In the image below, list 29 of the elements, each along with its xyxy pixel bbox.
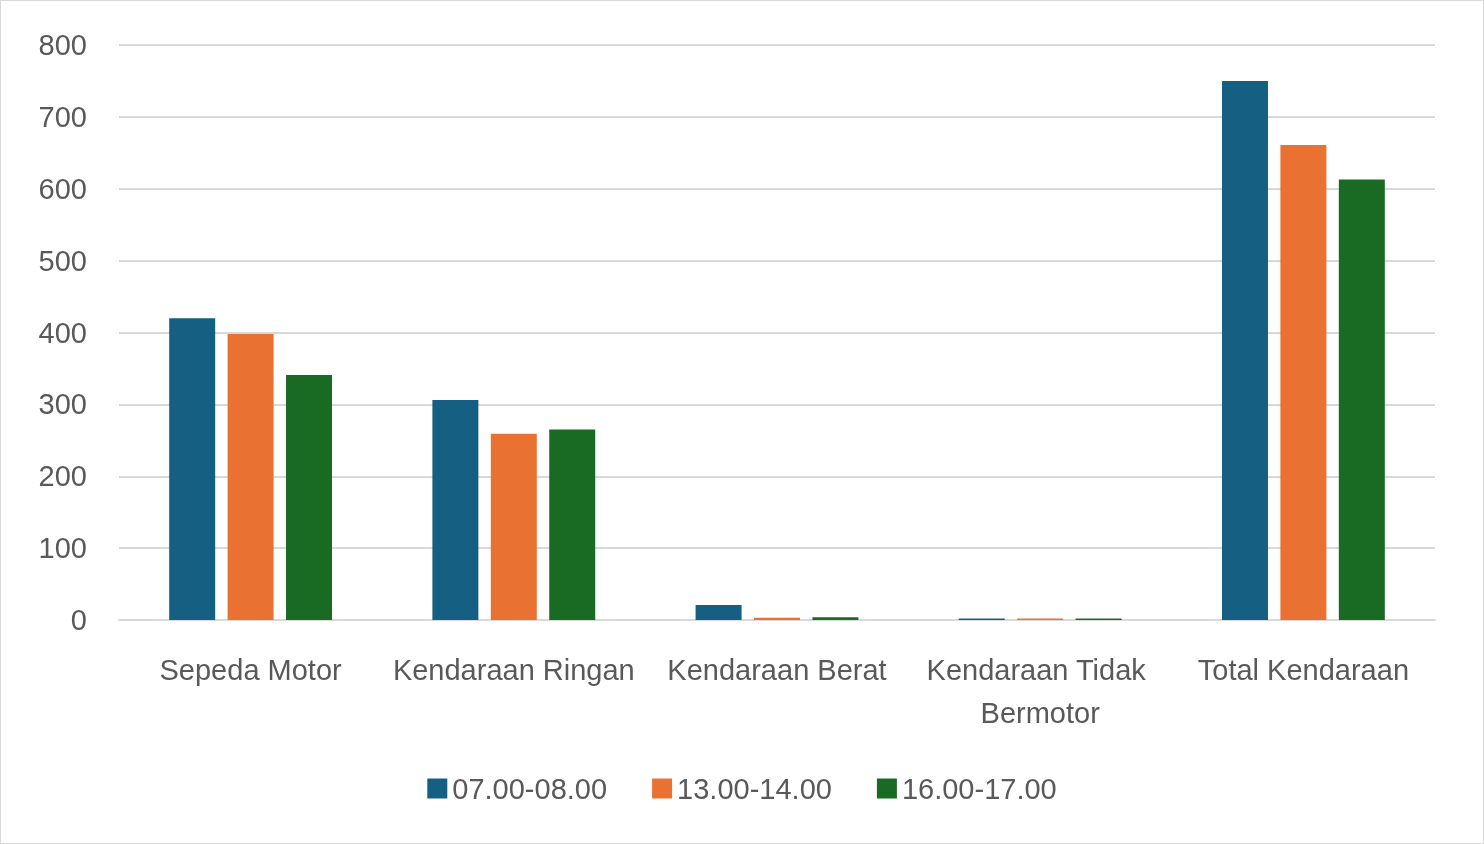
y-tick-label: 200 <box>38 460 87 493</box>
bar <box>1338 179 1385 620</box>
y-tick-label: 600 <box>38 172 87 205</box>
x-tick-label: Kendaraan Tidak Bermotor <box>926 653 1154 729</box>
legend-label: 07.00-08.00 <box>452 772 608 805</box>
x-tick-label: Sepeda Motor <box>159 653 343 686</box>
bar <box>812 617 859 620</box>
y-tick-label: 100 <box>38 532 87 565</box>
x-tick-label: Kendaraan Berat <box>667 653 887 686</box>
y-tick-label: 400 <box>38 316 87 349</box>
bar <box>432 400 479 620</box>
legend-label: 13.00-14.00 <box>677 772 832 805</box>
bar <box>286 374 333 620</box>
y-tick-label: 0 <box>70 604 87 636</box>
bar <box>1221 80 1268 620</box>
bar <box>695 604 742 620</box>
y-tick-label: 500 <box>38 244 87 277</box>
x-tick-label: Kendaraan Ringan <box>392 653 635 686</box>
legend-label: 16.00-17.00 <box>901 772 1057 805</box>
bar <box>490 433 537 620</box>
bar <box>1280 144 1327 620</box>
y-tick-label: 300 <box>38 388 87 421</box>
bar <box>227 333 274 620</box>
x-tick-label: Total Kendaraan <box>1197 653 1410 686</box>
y-tick-label: 800 <box>38 29 87 61</box>
y-tick-label: 700 <box>38 100 87 133</box>
bar <box>549 429 596 620</box>
bar <box>169 318 216 620</box>
bar <box>754 617 800 620</box>
